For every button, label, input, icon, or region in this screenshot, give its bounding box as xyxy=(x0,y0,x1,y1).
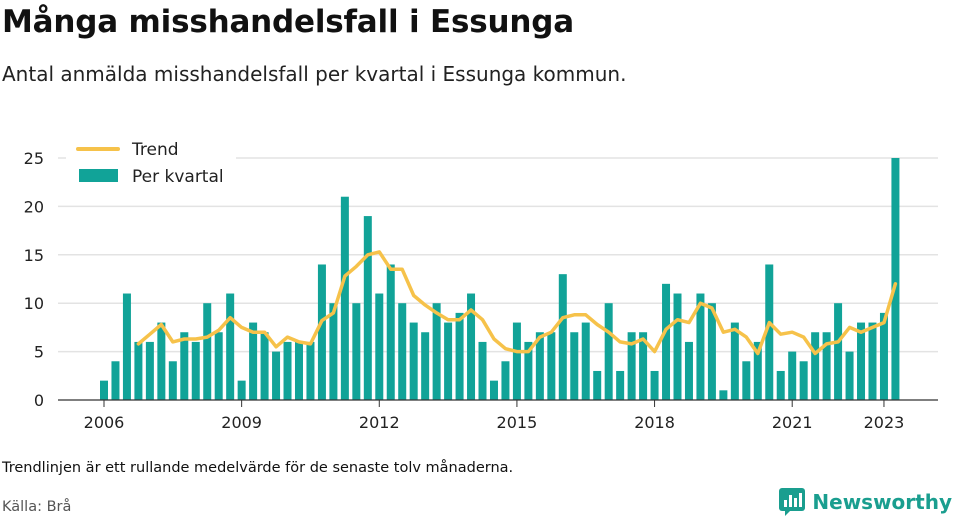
bar xyxy=(352,303,361,400)
bar xyxy=(558,274,567,400)
bar xyxy=(868,322,877,400)
bar xyxy=(145,341,154,400)
bar xyxy=(272,351,281,400)
bar xyxy=(122,293,131,400)
bar xyxy=(765,264,774,400)
x-tick-label: 2009 xyxy=(221,413,262,432)
bar xyxy=(742,361,751,400)
bar xyxy=(581,322,590,400)
bar xyxy=(100,380,108,400)
chart-subtitle: Antal anmälda misshandelsfall per kvarta… xyxy=(2,62,627,86)
bar xyxy=(730,322,739,400)
bar xyxy=(467,293,476,400)
bar xyxy=(260,332,269,400)
y-tick-label: 20 xyxy=(24,197,44,216)
bar xyxy=(237,380,246,400)
bar xyxy=(788,351,797,400)
bar xyxy=(340,196,349,400)
bar xyxy=(891,158,900,400)
y-tick-label: 10 xyxy=(24,294,44,313)
bar xyxy=(776,370,785,400)
bar xyxy=(593,370,602,400)
bar xyxy=(375,293,384,400)
bar xyxy=(444,322,453,400)
bar xyxy=(226,293,235,400)
brand-name: Newsworthy xyxy=(812,490,952,514)
bar xyxy=(547,332,556,400)
bar xyxy=(478,341,487,400)
bar xyxy=(432,303,441,400)
x-tick-label: 2023 xyxy=(864,413,905,432)
bar xyxy=(398,303,407,400)
bar xyxy=(811,332,820,400)
bar xyxy=(421,332,430,400)
legend-bar-label: Per kvartal xyxy=(132,167,224,187)
chart-title: Många misshandelsfall i Essunga xyxy=(2,4,574,40)
bar xyxy=(845,351,854,400)
bar xyxy=(386,264,395,400)
bar xyxy=(306,341,315,400)
bar xyxy=(501,361,510,400)
source-text: Källa: Brå xyxy=(2,499,72,515)
trend-note: Trendlinjen är ett rullande medelvärde f… xyxy=(2,460,514,476)
bar xyxy=(822,332,831,400)
bar xyxy=(214,332,223,400)
bar xyxy=(857,322,866,400)
bar xyxy=(604,303,613,400)
bar xyxy=(570,332,579,400)
bar xyxy=(639,332,648,400)
bar xyxy=(168,361,177,400)
x-tick-label: 2021 xyxy=(772,413,813,432)
bar xyxy=(203,303,212,400)
legend-background xyxy=(66,134,236,192)
bar xyxy=(753,341,762,400)
legend-bar-swatch xyxy=(79,169,118,182)
bar xyxy=(329,303,338,400)
bar xyxy=(180,332,189,400)
x-tick-label: 2015 xyxy=(497,413,538,432)
bar-line-chart: 0 5 10 15 20 25 2006 2009 2012 2015 2018 2021 2023 Tr… xyxy=(24,134,938,432)
y-tick-label: 5 xyxy=(34,343,44,362)
bar xyxy=(799,361,808,400)
bar xyxy=(157,322,166,400)
bar xyxy=(294,341,303,400)
bar xyxy=(249,322,258,400)
bar xyxy=(409,322,418,400)
y-tick-label: 25 xyxy=(24,149,44,168)
trend-line xyxy=(136,250,898,356)
x-tick-label: 2018 xyxy=(634,413,675,432)
bar xyxy=(317,264,326,400)
bar xyxy=(662,283,671,400)
bar xyxy=(719,390,728,400)
bar xyxy=(834,303,843,400)
bar xyxy=(650,370,659,400)
x-tick-label: 2006 xyxy=(84,413,125,432)
legend-trend-label: Trend xyxy=(131,140,179,160)
bar xyxy=(111,361,120,400)
bar xyxy=(616,370,625,400)
brand-logo[interactable]: Newsworthy xyxy=(779,488,952,516)
y-tick-label: 0 xyxy=(34,391,44,410)
bar xyxy=(489,380,498,400)
bar xyxy=(535,332,544,400)
bar xyxy=(673,293,682,400)
bar xyxy=(707,303,716,400)
bar xyxy=(879,312,888,400)
bar xyxy=(512,322,521,400)
bar xyxy=(134,341,143,400)
y-tick-label: 15 xyxy=(24,246,44,265)
bar xyxy=(684,341,693,400)
bar xyxy=(283,341,292,400)
x-tick-label: 2012 xyxy=(359,413,400,432)
bar xyxy=(696,293,705,400)
bar-chart-speech-icon xyxy=(779,488,806,516)
bar xyxy=(627,332,636,400)
bar xyxy=(363,216,372,400)
bar xyxy=(455,312,464,400)
bar xyxy=(191,341,200,400)
bar xyxy=(524,341,533,400)
